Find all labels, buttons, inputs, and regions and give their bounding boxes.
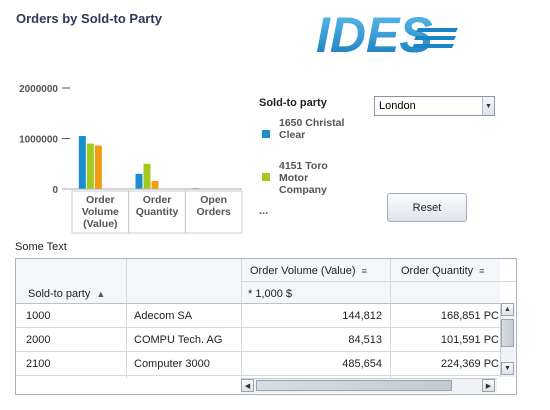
bar bbox=[86, 143, 94, 189]
vertical-scrollbar[interactable]: ▲ ▼ bbox=[500, 303, 515, 377]
some-text-label: Some Text bbox=[15, 241, 67, 253]
legend-title: Sold-to party bbox=[259, 97, 327, 109]
orders-bar-chart: 2000000 1000000 0 Order Volume (Value) Order Qu… bbox=[19, 84, 243, 234]
city-filter-value: London bbox=[379, 100, 416, 112]
bar bbox=[135, 173, 143, 189]
sort-menu-icon: ≡ bbox=[361, 266, 367, 276]
category-cell bbox=[184, 190, 243, 234]
column-header-label: Sold-to party bbox=[28, 288, 91, 300]
legend-label: 4151 Toro Motor Company bbox=[279, 160, 328, 196]
vertical-scroll-thumb[interactable] bbox=[501, 319, 514, 347]
legend-item-1650: 1650 Christal Clear bbox=[262, 117, 349, 141]
scroll-down-icon[interactable]: ▼ bbox=[501, 362, 514, 375]
sort-ascending-icon: ▲ bbox=[96, 289, 106, 299]
cell-customer-name[interactable]: Computer 3000 bbox=[134, 358, 210, 370]
legend-swatch bbox=[262, 173, 270, 181]
scroll-right-icon[interactable]: ▶ bbox=[482, 379, 495, 392]
legend-swatch bbox=[262, 130, 270, 138]
category-label: Order Quantity bbox=[136, 194, 179, 218]
column-header-order-quantity[interactable]: Order Quantity ≡ bbox=[401, 265, 484, 277]
cell-sold-to-id[interactable]: 2000 bbox=[26, 334, 51, 346]
bar bbox=[151, 180, 159, 189]
bar bbox=[94, 145, 102, 189]
cell-order-quantity[interactable]: 168,851 PC bbox=[440, 310, 499, 322]
cell-order-volume[interactable]: 144,812 bbox=[342, 310, 382, 322]
legend-label: 1650 Christal Clear bbox=[279, 117, 345, 141]
category-label: Order Volume (Value) bbox=[82, 194, 119, 230]
cell-order-volume[interactable]: 84,513 bbox=[348, 334, 382, 346]
orders-table: Sold-to party ▲ Order Volume (Value) ≡ Ord… bbox=[15, 258, 517, 395]
horizontal-scrollbar[interactable]: ◀ ▶ bbox=[241, 378, 497, 393]
page-title: Orders by Sold-to Party bbox=[16, 11, 162, 26]
scroll-left-icon[interactable]: ◀ bbox=[241, 379, 254, 392]
logo-text: IDES bbox=[316, 7, 433, 62]
y-tick-label: 2000000 bbox=[19, 84, 58, 95]
column-header-order-volume[interactable]: Order Volume (Value) ≡ bbox=[250, 265, 367, 277]
y-tick-label: 1000000 bbox=[19, 135, 58, 146]
bar bbox=[143, 163, 151, 189]
cell-order-volume[interactable]: 485,654 bbox=[342, 358, 382, 370]
cell-order-quantity[interactable]: 224,369 PC bbox=[440, 358, 499, 370]
bar bbox=[78, 135, 86, 189]
column-header-label: Order Quantity bbox=[401, 265, 474, 277]
chevron-down-icon[interactable]: ▼ bbox=[482, 97, 494, 115]
cell-sold-to-id[interactable]: 1000 bbox=[26, 310, 51, 322]
unit-label: * 1,000 $ bbox=[248, 288, 293, 300]
horizontal-scroll-thumb[interactable] bbox=[256, 380, 452, 391]
cell-customer-name[interactable]: Adecom SA bbox=[134, 310, 193, 322]
column-header-sold-to-party[interactable]: Sold-to party ▲ bbox=[28, 288, 105, 300]
cell-sold-to-id[interactable]: 2100 bbox=[26, 358, 51, 370]
city-filter-dropdown[interactable]: London ▼ bbox=[374, 96, 495, 116]
legend-item-4151: 4151 Toro Motor Company bbox=[262, 160, 349, 196]
y-tick-label: 0 bbox=[52, 185, 58, 196]
reset-button[interactable]: Reset bbox=[387, 193, 467, 222]
category-label: Open Orders bbox=[196, 194, 231, 218]
scroll-up-icon[interactable]: ▲ bbox=[501, 303, 514, 316]
ides-logo: IDES bbox=[316, 7, 458, 62]
sort-menu-icon: ≡ bbox=[479, 266, 485, 276]
cell-customer-name[interactable]: COMPU Tech. AG bbox=[134, 334, 223, 346]
legend-more: ... bbox=[259, 205, 269, 217]
cell-order-quantity[interactable]: 101,591 PC bbox=[440, 334, 499, 346]
column-header-label: Order Volume (Value) bbox=[250, 265, 356, 277]
